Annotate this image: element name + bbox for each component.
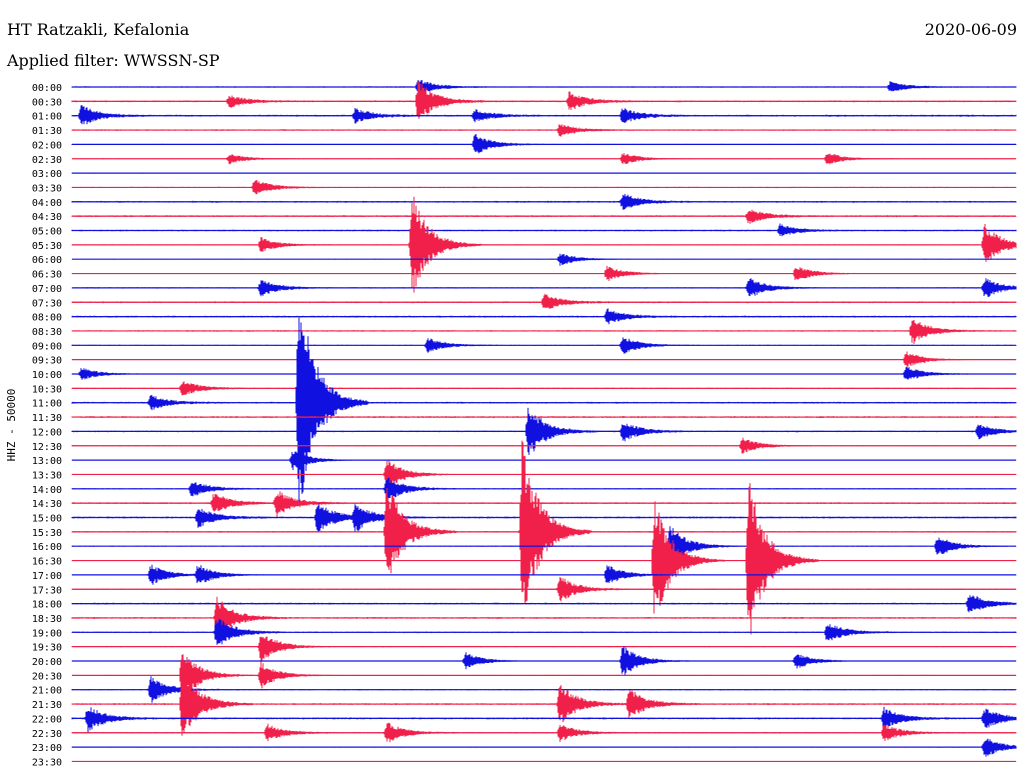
time-label-layer: 00:00 00:30 01:00 01:30 02:00 02:30 03:00 03:30… (32, 83, 62, 768)
time-label: 21:00 (32, 686, 62, 697)
time-label: 04:30 (32, 212, 62, 223)
time-label: 16:30 (32, 557, 62, 568)
time-label: 06:30 (32, 270, 62, 281)
time-label: 22:00 (32, 714, 62, 725)
time-label: 03:00 (32, 169, 62, 180)
time-label: 17:00 (32, 571, 62, 582)
time-label: 15:30 (32, 528, 62, 539)
time-label: 06:00 (32, 255, 62, 266)
time-label: 02:00 (32, 140, 62, 151)
time-label: 09:30 (32, 356, 62, 367)
time-label: 19:00 (32, 628, 62, 639)
time-label: 05:30 (32, 241, 62, 252)
time-label: 10:30 (32, 384, 62, 395)
station-title: HT Ratzakli, Kefalonia (7, 20, 190, 39)
time-label: 14:00 (32, 485, 62, 496)
time-label: 22:30 (32, 729, 62, 740)
time-label: 03:30 (32, 183, 62, 194)
time-label: 07:00 (32, 284, 62, 295)
time-label: 14:30 (32, 499, 62, 510)
time-label: 18:00 (32, 600, 62, 611)
time-label: 01:30 (32, 126, 62, 137)
time-label: 05:00 (32, 227, 62, 238)
time-label: 08:30 (32, 327, 62, 338)
time-label: 04:00 (32, 198, 62, 209)
channel-axis-label: HHZ - 50000 (5, 389, 18, 462)
time-label: 13:30 (32, 470, 62, 481)
time-label: 07:30 (32, 298, 62, 309)
time-label: 23:30 (32, 757, 62, 768)
time-label: 02:30 (32, 155, 62, 166)
time-label: 16:00 (32, 542, 62, 553)
time-label: 01:00 (32, 112, 62, 123)
time-label: 12:00 (32, 427, 62, 438)
time-label: 08:00 (32, 313, 62, 324)
time-label: 12:30 (32, 442, 62, 453)
time-label: 11:30 (32, 413, 62, 424)
time-label: 13:00 (32, 456, 62, 467)
time-label: 23:00 (32, 743, 62, 754)
trace-layer (71, 80, 1017, 763)
time-label: 10:00 (32, 370, 62, 381)
time-label: 15:00 (32, 514, 62, 525)
time-label: 09:00 (32, 341, 62, 352)
filter-subtitle: Applied filter: WWSSN-SP (6, 51, 220, 70)
time-label: 20:30 (32, 671, 62, 682)
time-label: 17:30 (32, 585, 62, 596)
time-label: 00:00 (32, 83, 62, 94)
time-label: 21:30 (32, 700, 62, 711)
time-label: 11:00 (32, 399, 62, 410)
record-date: 2020-06-09 (925, 20, 1017, 39)
time-label: 18:30 (32, 614, 62, 625)
time-label: 00:30 (32, 97, 62, 108)
time-label: 20:00 (32, 657, 62, 668)
time-label: 19:30 (32, 643, 62, 654)
